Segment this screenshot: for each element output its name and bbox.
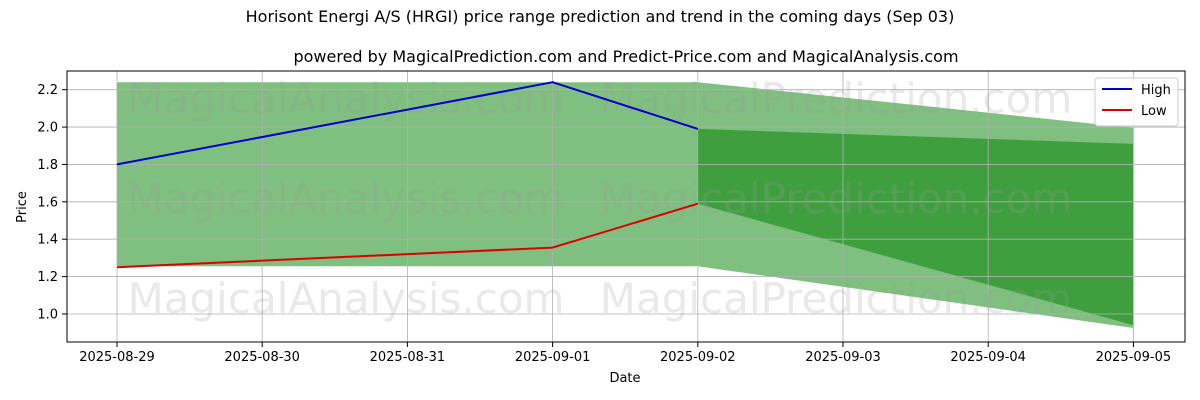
watermark-text: MagicalAnalysis.com (128, 274, 565, 323)
x-tick-label: 2025-08-30 (224, 350, 300, 365)
x-tick-label: 2025-09-01 (515, 350, 591, 365)
x-tick-label: 2025-08-31 (370, 350, 446, 365)
watermark-text: MagicalPrediction.com (600, 74, 1073, 123)
y-tick-label: 1.8 (37, 158, 58, 173)
watermark-text: MagicalPrediction.com (600, 174, 1073, 223)
y-axis-label: Price (15, 191, 30, 223)
plot-area: MagicalAnalysis.com MagicalPrediction.com… (37, 70, 1186, 365)
y-tick-label: 2.2 (37, 83, 58, 98)
y-tick-label: 1.4 (37, 233, 58, 248)
watermark-text: MagicalAnalysis.com (128, 74, 565, 123)
legend-label-high: High (1141, 83, 1171, 98)
x-axis-label: Date (609, 371, 640, 386)
x-tick-label: 2025-09-04 (950, 350, 1026, 365)
series-line-low (116, 202, 699, 269)
legend-label-low: Low (1141, 104, 1167, 119)
x-tick-label: 2025-08-29 (79, 350, 155, 365)
y-tick-label: 1.6 (37, 195, 58, 210)
price-range-band-2 (697, 128, 1134, 326)
series-line-high (116, 81, 699, 166)
x-tick-label: 2025-09-03 (805, 350, 881, 365)
watermark-text: MagicalPrediction.com (600, 274, 1073, 323)
plot-frame (66, 70, 1186, 343)
y-tick-label: 1.2 (37, 270, 58, 285)
x-tick-label: 2025-09-05 (1096, 350, 1172, 365)
chart-title: Horisont Energi A/S (HRGI) price range p… (246, 7, 955, 26)
x-tick-label: 2025-09-02 (660, 350, 736, 365)
watermark-text: MagicalAnalysis.com (128, 174, 565, 223)
y-tick-label: 1.0 (37, 307, 58, 322)
legend: High Low (1094, 77, 1179, 127)
chart-subtitle: powered by MagicalPrediction.com and Pre… (293, 47, 958, 66)
y-tick-label: 2.0 (37, 121, 58, 136)
